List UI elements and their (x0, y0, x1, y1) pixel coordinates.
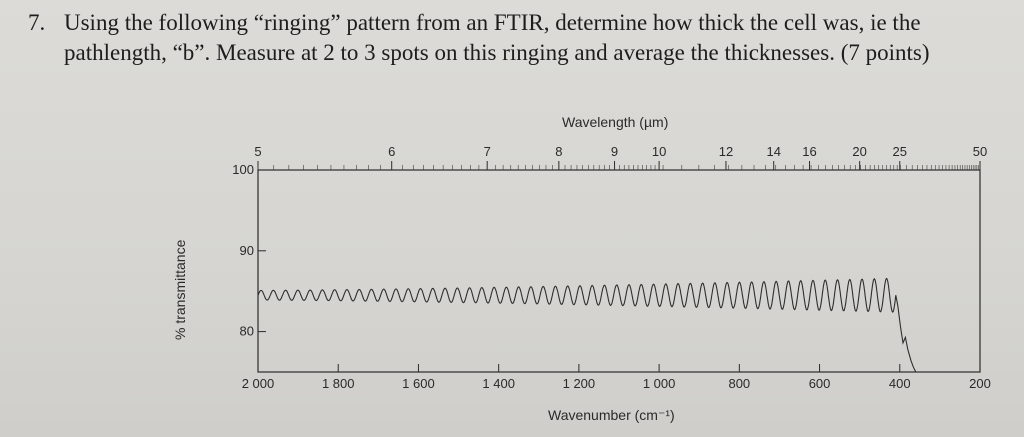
x-tick-label: 2 000 (242, 376, 275, 391)
spectrum-line (257, 277, 917, 373)
plot-frame (257, 169, 981, 373)
x2-tick-label: 12 (719, 144, 733, 159)
y-tick-label: 100 (232, 162, 254, 177)
x2-tick-label: 25 (893, 144, 907, 159)
x-tick-label: 800 (728, 376, 750, 391)
question-number: 7. (28, 10, 46, 35)
x2-tick-label: 8 (555, 144, 562, 159)
x-tick-label: 200 (969, 376, 991, 391)
x2-tick-label: 50 (973, 144, 987, 159)
top-axis-title: Wavelength (µm) (562, 114, 669, 130)
question-text: Using the following “ringing” pattern fr… (64, 10, 930, 65)
x-tick-label: 600 (809, 376, 831, 391)
x-tick-label: 400 (889, 376, 911, 391)
x2-tick-label: 6 (388, 144, 395, 159)
x2-tick-label: 5 (254, 144, 261, 159)
x-tick-label: 1 400 (482, 376, 515, 391)
bottom-axis-title: Wavenumber (cm⁻¹) (548, 407, 675, 423)
y-tick-label: 80 (240, 324, 254, 339)
x-tick-label: 1 600 (402, 376, 435, 391)
x2-tick-label: 10 (652, 144, 666, 159)
question-block: 7. Using the following “ringing” pattern… (28, 8, 988, 68)
x-tick-label: 1 200 (563, 376, 596, 391)
x2-tick-label: 14 (766, 144, 780, 159)
x-tick-label: 1 800 (322, 376, 355, 391)
y-tick-label: 90 (240, 243, 254, 258)
x2-tick-label: 7 (484, 144, 491, 159)
x2-tick-label: 16 (802, 144, 816, 159)
x2-tick-label: 9 (611, 144, 618, 159)
x2-tick-label: 20 (852, 144, 866, 159)
x-tick-label: 1 000 (643, 376, 676, 391)
